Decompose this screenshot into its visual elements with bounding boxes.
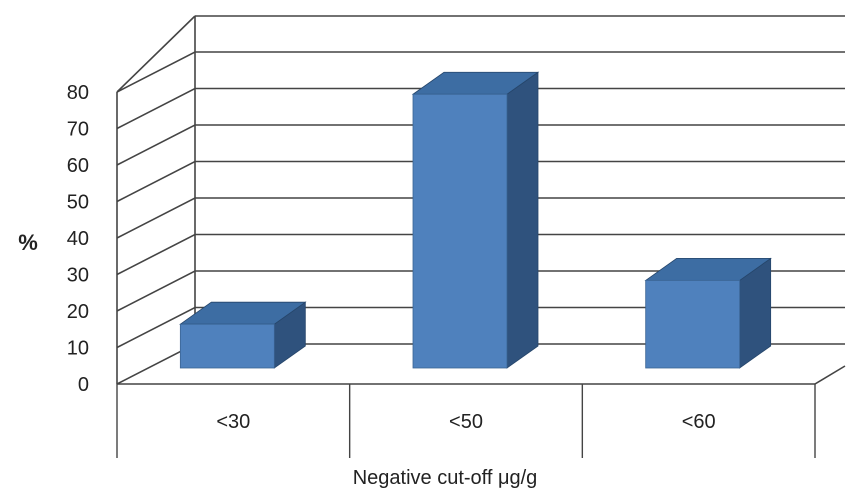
x-tick-label: <50 [449, 411, 483, 433]
grid-layer [116, 15, 845, 385]
y-axis-title: % [18, 230, 38, 255]
floor-right-edge [814, 365, 846, 385]
y-tick-label: 0 [78, 374, 89, 396]
y-tick-label: 10 [67, 338, 89, 360]
y-tick-label: 40 [67, 228, 89, 250]
bar-front [645, 279, 741, 369]
y-tick-label: 30 [67, 265, 89, 287]
x-tick-label: <60 [682, 411, 716, 433]
x-axis-title: Negative cut-off μg/g [353, 467, 538, 489]
y-tick-label: 80 [67, 82, 89, 104]
bar-front [412, 93, 508, 369]
x-tick-label: <30 [216, 411, 250, 433]
bar [179, 301, 307, 369]
left-wall-top-edge [116, 15, 196, 93]
y-tick-label: 70 [67, 119, 89, 141]
bar [644, 257, 772, 369]
bar-side [506, 71, 539, 369]
y-tick-label: 20 [67, 301, 89, 323]
y-tick-label: 60 [67, 155, 89, 177]
y-tick-label: 50 [67, 192, 89, 214]
axis-layer: 0 10 20 30 40 50 60 70 80 <30 <50 <60 [67, 82, 846, 458]
bar [411, 71, 540, 369]
bar-layer [179, 71, 772, 369]
bar-front [179, 323, 275, 369]
